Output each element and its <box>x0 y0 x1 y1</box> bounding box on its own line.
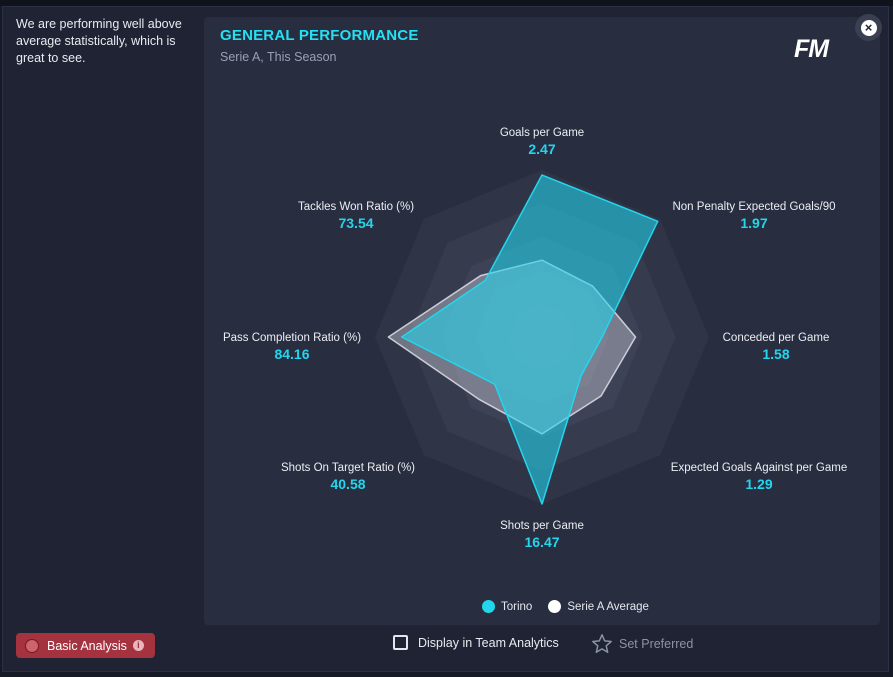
metric-pass-completion-ratio: Pass Completion Ratio (%) 84.16 <box>223 332 361 362</box>
close-button[interactable]: × <box>855 14 882 41</box>
panel-title: GENERAL PERFORMANCE <box>220 27 419 44</box>
metric-label: Goals per Game <box>499 127 585 139</box>
legend-average: Serie A Average <box>567 600 649 613</box>
metric-label: Tackles Won Ratio (%) <box>297 201 415 213</box>
lightbulb-icon <box>25 638 39 653</box>
fm-logo: FM <box>794 35 829 63</box>
metric-expected-goals-against-per-game: Expected Goals Against per Game 1.29 <box>671 462 847 492</box>
metric-label: Expected Goals Against per Game <box>670 462 848 474</box>
metric-shots-per-game: Shots per Game 16.47 <box>500 520 584 550</box>
analysis-description: We are performing well above average sta… <box>16 17 182 65</box>
average-legend-dot <box>548 600 562 613</box>
info-icon[interactable]: i <box>132 640 144 651</box>
metric-conceded-per-game: Conceded per Game 1.58 <box>723 332 830 362</box>
metric-value: 40.58 <box>330 476 366 492</box>
metric-non-penalty-expected-goals-90: Non Penalty Expected Goals/90 1.97 <box>672 201 835 231</box>
metric-label: Pass Completion Ratio (%) <box>222 332 362 344</box>
metric-label: Shots per Game <box>500 520 584 532</box>
metric-value: 73.54 <box>338 215 374 231</box>
metric-value: 84.16 <box>274 346 310 362</box>
metric-value: 16.47 <box>524 534 560 550</box>
panel-subtitle: Serie A, This Season <box>220 50 337 64</box>
set-preferred-label: Set Preferred <box>619 637 694 651</box>
display-in-team-analytics-toggle[interactable]: Display in Team Analytics <box>393 635 559 650</box>
metric-label: Non Penalty Expected Goals/90 <box>672 201 836 213</box>
metric-value: 2.47 <box>528 141 556 157</box>
chart-legend: Torino Serie A Average <box>482 600 649 613</box>
metric-value: 1.58 <box>762 346 790 362</box>
metric-goals-per-game: Goals per Game 2.47 <box>500 127 584 157</box>
metric-label: Shots On Target Ratio (%) <box>280 462 416 474</box>
top-strip <box>0 0 893 6</box>
metric-label: Conceded per Game <box>722 332 830 344</box>
metric-value: 1.29 <box>745 476 773 492</box>
set-preferred-button[interactable]: Set Preferred <box>591 633 693 655</box>
metric-shots-on-target-ratio: Shots On Target Ratio (%) 40.58 <box>281 462 415 492</box>
star-icon <box>592 634 612 653</box>
close-icon: × <box>860 19 877 36</box>
checkbox[interactable] <box>393 635 408 650</box>
legend-torino: Torino <box>501 600 533 613</box>
torino-legend-dot <box>482 600 495 613</box>
basic-analysis-label: Basic Analysis <box>47 638 127 653</box>
torino-series-area <box>400 174 659 505</box>
metric-tackles-won-ratio: Tackles Won Ratio (%) 73.54 <box>298 201 414 231</box>
metric-value: 1.97 <box>740 215 768 231</box>
basic-analysis-button[interactable]: Basic Analysis i <box>16 633 155 658</box>
display-in-team-analytics-label: Display in Team Analytics <box>418 635 559 650</box>
